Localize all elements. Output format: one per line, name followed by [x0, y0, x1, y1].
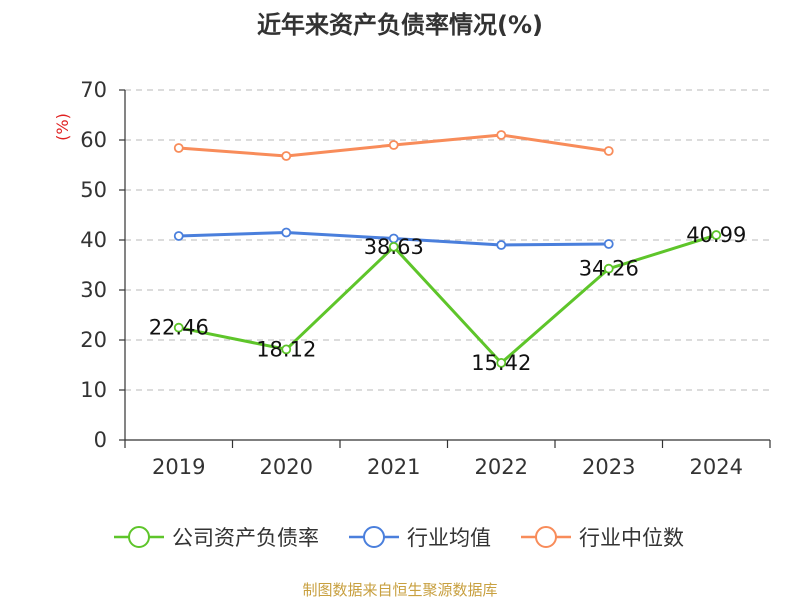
- series-2: [173, 130, 614, 161]
- y-tick-label: 30: [80, 278, 107, 302]
- data-point: [603, 146, 614, 156]
- chart-title: 近年来资产负债率情况(%): [257, 11, 543, 39]
- data-point: [173, 231, 184, 241]
- legend-label: 公司资产负债率: [172, 526, 319, 550]
- data-point: [603, 239, 614, 249]
- y-tick-label: 50: [80, 178, 107, 202]
- data-point: [173, 322, 184, 333]
- series-line: [178, 233, 717, 365]
- data-label: 18.12: [256, 337, 316, 361]
- series-lines: [173, 130, 722, 368]
- data-point: [281, 151, 292, 161]
- legend-marker-icon: [128, 526, 150, 548]
- y-tick-label: 0: [94, 428, 107, 452]
- data-point: [173, 143, 184, 153]
- data-point: [496, 240, 507, 250]
- y-axis-unit: (%): [53, 113, 72, 141]
- legend-label: 行业中位数: [579, 526, 684, 550]
- axes: 0 10 20 30 40 50 60 70 2019 2020 2021 2022 2023 2024: [80, 78, 771, 479]
- legend-item[interactable]: 行业中位数: [521, 526, 684, 550]
- data-point: [711, 230, 722, 240]
- x-tick-label: 2021: [367, 455, 420, 479]
- y-tick-label: 70: [80, 78, 107, 102]
- data-point: [281, 227, 292, 238]
- y-tick-label: 20: [80, 328, 107, 352]
- legend-item[interactable]: 公司资产负债率: [114, 526, 319, 550]
- y-tick-label: 10: [80, 378, 107, 402]
- x-tick-label: 2023: [582, 455, 635, 479]
- series-0: [173, 230, 722, 368]
- data-label: 40.99: [686, 223, 746, 247]
- legend-marker-icon: [363, 526, 385, 548]
- y-tick-label: 60: [80, 128, 107, 152]
- data-point: [281, 344, 292, 355]
- data-label: 38.63: [364, 235, 424, 259]
- legend-marker-icon: [535, 526, 557, 548]
- data-label: 22.46: [149, 316, 209, 340]
- data-point: [388, 241, 399, 252]
- grid-lines: [125, 89, 770, 391]
- data-point: [496, 357, 507, 368]
- data-label: 15.42: [471, 351, 531, 375]
- data-labels: 22.46 18.12 38.63 15.42 34.26 40.99: [149, 223, 747, 375]
- source-note: 制图数据来自恒生聚源数据库: [302, 581, 497, 599]
- x-tick-label: 2019: [152, 455, 205, 479]
- data-point: [388, 140, 399, 150]
- data-label: 34.26: [579, 257, 639, 281]
- legend: 公司资产负债率 行业均值 行业中位数: [114, 526, 684, 550]
- x-tick-label: 2020: [260, 455, 313, 479]
- data-point: [496, 130, 507, 140]
- x-tick-label: 2024: [690, 455, 743, 479]
- x-tick-label: 2022: [475, 455, 528, 479]
- legend-label: 行业均值: [407, 526, 491, 550]
- legend-item[interactable]: 行业均值: [349, 526, 491, 550]
- y-tick-label: 40: [80, 228, 107, 252]
- data-point: [603, 263, 614, 274]
